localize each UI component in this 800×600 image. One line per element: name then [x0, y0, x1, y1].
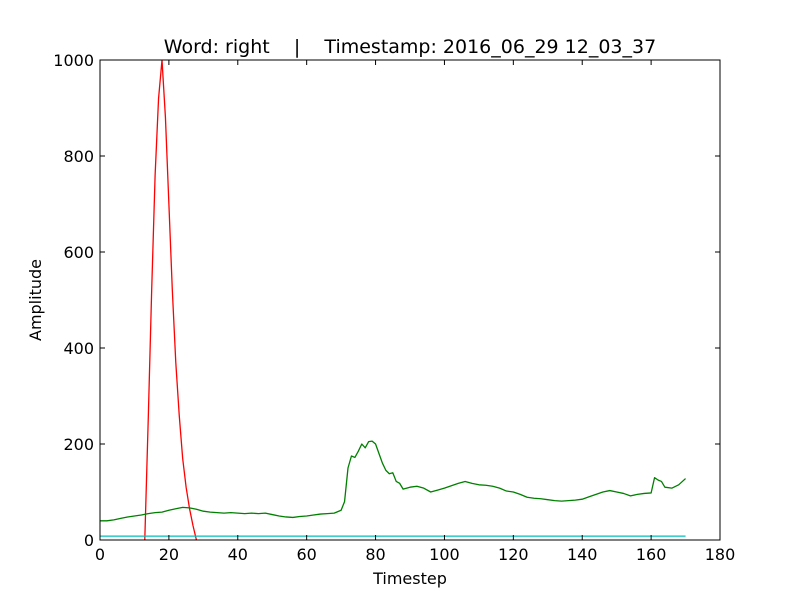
plot-frame: [99, 59, 721, 541]
y-tick-label: 200: [63, 435, 94, 454]
y-tick-label: 0: [84, 531, 94, 550]
series-line-2: [100, 440, 686, 522]
series-line-1: [144, 60, 198, 540]
x-tick-label: 120: [498, 545, 529, 564]
x-tick-label: 180: [705, 545, 736, 564]
x-tick-label: 140: [567, 545, 598, 564]
y-tick-label: 1000: [53, 51, 94, 70]
x-tick-label: 80: [365, 545, 385, 564]
y-tick-label: 400: [63, 339, 94, 358]
x-tick-label: 60: [296, 545, 316, 564]
ticks-layer: 0 20 40 60 80 100 120 140 160 180 0 200 400 600 800 100…: [53, 51, 735, 564]
series-layer: [100, 60, 686, 540]
x-tick-label: 0: [95, 545, 105, 564]
y-tick-label: 600: [63, 243, 94, 262]
y-axis-label: Amplitude: [26, 259, 45, 341]
x-tick-label: 160: [636, 545, 667, 564]
x-tick-label: 20: [159, 545, 179, 564]
x-tick-label: 100: [429, 545, 460, 564]
y-tick-label: 800: [63, 147, 94, 166]
x-axis-label: Timestep: [372, 569, 447, 588]
chart-title: Word: right | Timestamp: 2016_06_29 12_0…: [164, 36, 656, 58]
x-tick-label: 40: [228, 545, 248, 564]
